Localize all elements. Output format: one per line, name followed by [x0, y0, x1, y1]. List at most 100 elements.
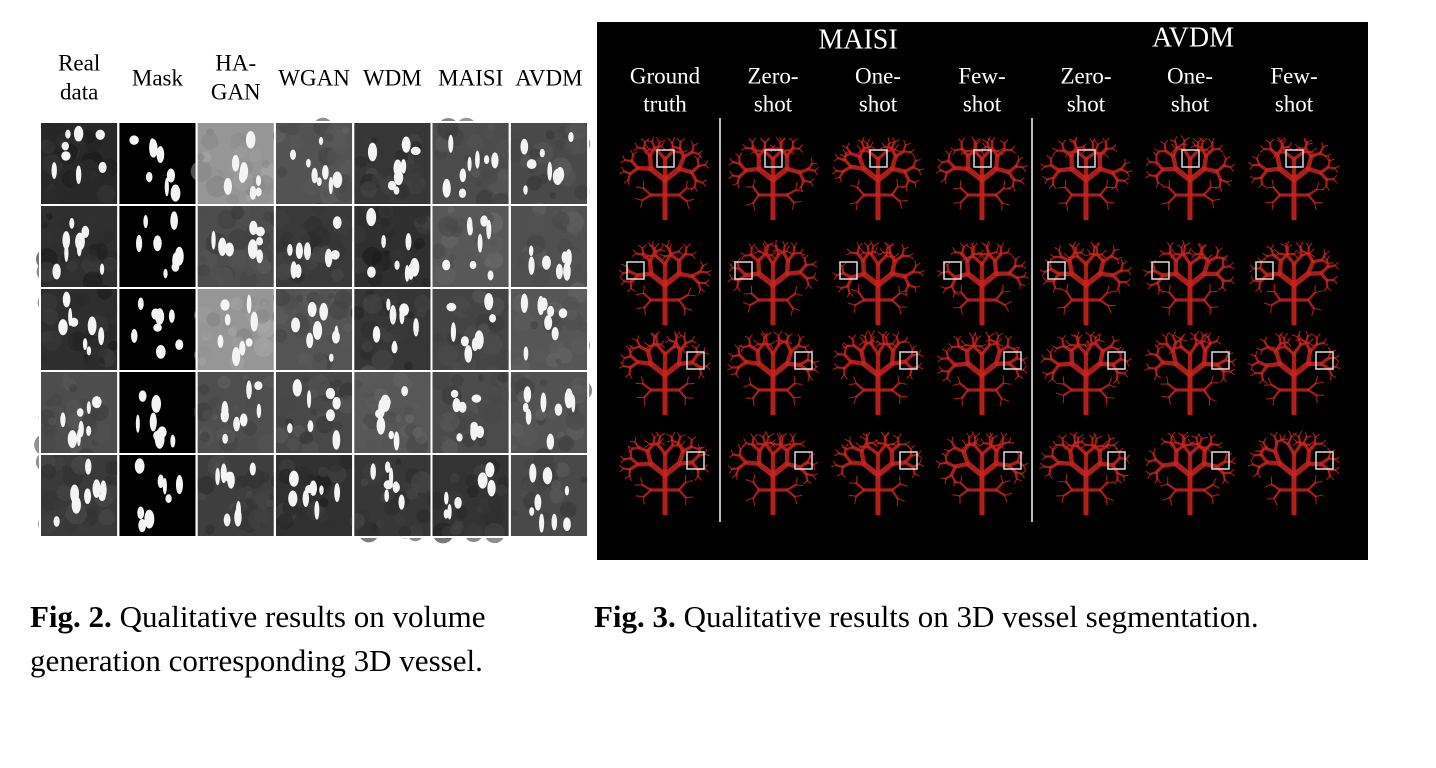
column-header: Zero-: [1060, 63, 1111, 88]
vessel: [1308, 441, 1315, 446]
vessel: [953, 201, 962, 204]
vessel: [902, 150, 912, 154]
vessel: [1215, 272, 1226, 283]
vessel-blob: [75, 165, 82, 185]
texture: [421, 408, 429, 415]
vessel: [1094, 143, 1099, 154]
vessel: [944, 454, 948, 464]
vessel: [994, 382, 1005, 392]
vessel: [774, 245, 780, 256]
vessel: [737, 444, 742, 450]
vessel: [1010, 149, 1016, 154]
vessel: [843, 374, 848, 380]
vessel: [833, 460, 837, 466]
vessel: [1096, 243, 1101, 249]
vessel: [1013, 264, 1023, 268]
vessel: [1173, 271, 1193, 288]
vessel-blob: [51, 162, 57, 179]
vessel: [994, 488, 1006, 497]
vessel-blob: [551, 326, 559, 341]
roi-box: [1285, 149, 1304, 168]
column-header: GAN: [211, 79, 261, 104]
vessel: [1163, 440, 1173, 445]
vessel-blob: [400, 159, 407, 174]
vessel: [629, 354, 640, 364]
texture: [362, 294, 383, 314]
vessel: [1102, 440, 1108, 447]
image-cell: [270, 452, 356, 538]
vessel: [1113, 339, 1120, 342]
texture: [97, 184, 116, 204]
vessel: [697, 444, 701, 450]
vessel: [1215, 246, 1219, 252]
texture: [404, 414, 415, 424]
vessel: [1051, 448, 1055, 458]
vessel: [1221, 286, 1227, 292]
vessel: [1291, 361, 1311, 378]
vessel: [1173, 361, 1193, 378]
vessel: [1229, 368, 1236, 373]
vessel: [764, 243, 770, 249]
vessel-blob: [384, 489, 389, 503]
vessel: [647, 153, 654, 172]
image-cell: [117, 204, 198, 289]
vessel: [1300, 252, 1311, 257]
vessel: [1180, 246, 1184, 256]
vessel: [937, 158, 943, 163]
vessel-blob: [312, 321, 323, 340]
vessel: [833, 157, 839, 162]
vessel: [1097, 461, 1116, 468]
vessel: [1101, 344, 1113, 353]
vessel: [1205, 149, 1212, 154]
vessel: [1280, 243, 1287, 248]
vessel: [944, 474, 953, 480]
vessel: [893, 434, 899, 439]
vessel: [884, 443, 895, 447]
vessel-render: [618, 331, 711, 415]
vessel: [897, 340, 906, 345]
vessel: [743, 438, 747, 444]
vessel: [1114, 179, 1119, 188]
texture: [234, 145, 248, 159]
vessel-blob: [529, 507, 535, 516]
column-header: shot: [754, 91, 793, 116]
vessel: [1022, 164, 1028, 168]
vessel: [840, 465, 844, 475]
vessel: [999, 251, 1009, 255]
texture: [41, 308, 59, 325]
column-header: Real: [58, 50, 100, 75]
texture: [516, 424, 538, 447]
vessel: [1015, 368, 1020, 377]
vessel: [655, 136, 661, 143]
vessel: [1023, 275, 1029, 279]
vessel: [1122, 260, 1128, 265]
vessel: [909, 148, 915, 153]
vessel: [919, 269, 925, 274]
vessel: [696, 351, 705, 356]
vessel: [771, 251, 776, 256]
vessel: [1334, 469, 1340, 474]
vessel: [937, 355, 943, 360]
roi-box: [973, 149, 992, 168]
vessel: [1014, 375, 1019, 381]
column-header: data: [60, 79, 98, 104]
vessel: [870, 240, 874, 247]
vessel: [890, 381, 901, 392]
vessel: [770, 361, 790, 378]
image-cell: [269, 202, 355, 289]
vessel-blob: [475, 150, 480, 169]
vessel: [628, 373, 633, 379]
vessel: [938, 366, 943, 372]
vessel: [1090, 334, 1097, 339]
texture: [477, 437, 487, 447]
vessel: [785, 298, 794, 310]
vessel: [1314, 434, 1321, 438]
vessel: [1064, 257, 1070, 263]
vessel: [676, 166, 694, 175]
vessel: [1155, 175, 1160, 184]
vessel: [1167, 432, 1173, 437]
vessel: [1113, 444, 1118, 450]
texture: [545, 130, 555, 140]
vessel: [885, 242, 891, 247]
vessel-render: [1039, 431, 1130, 515]
